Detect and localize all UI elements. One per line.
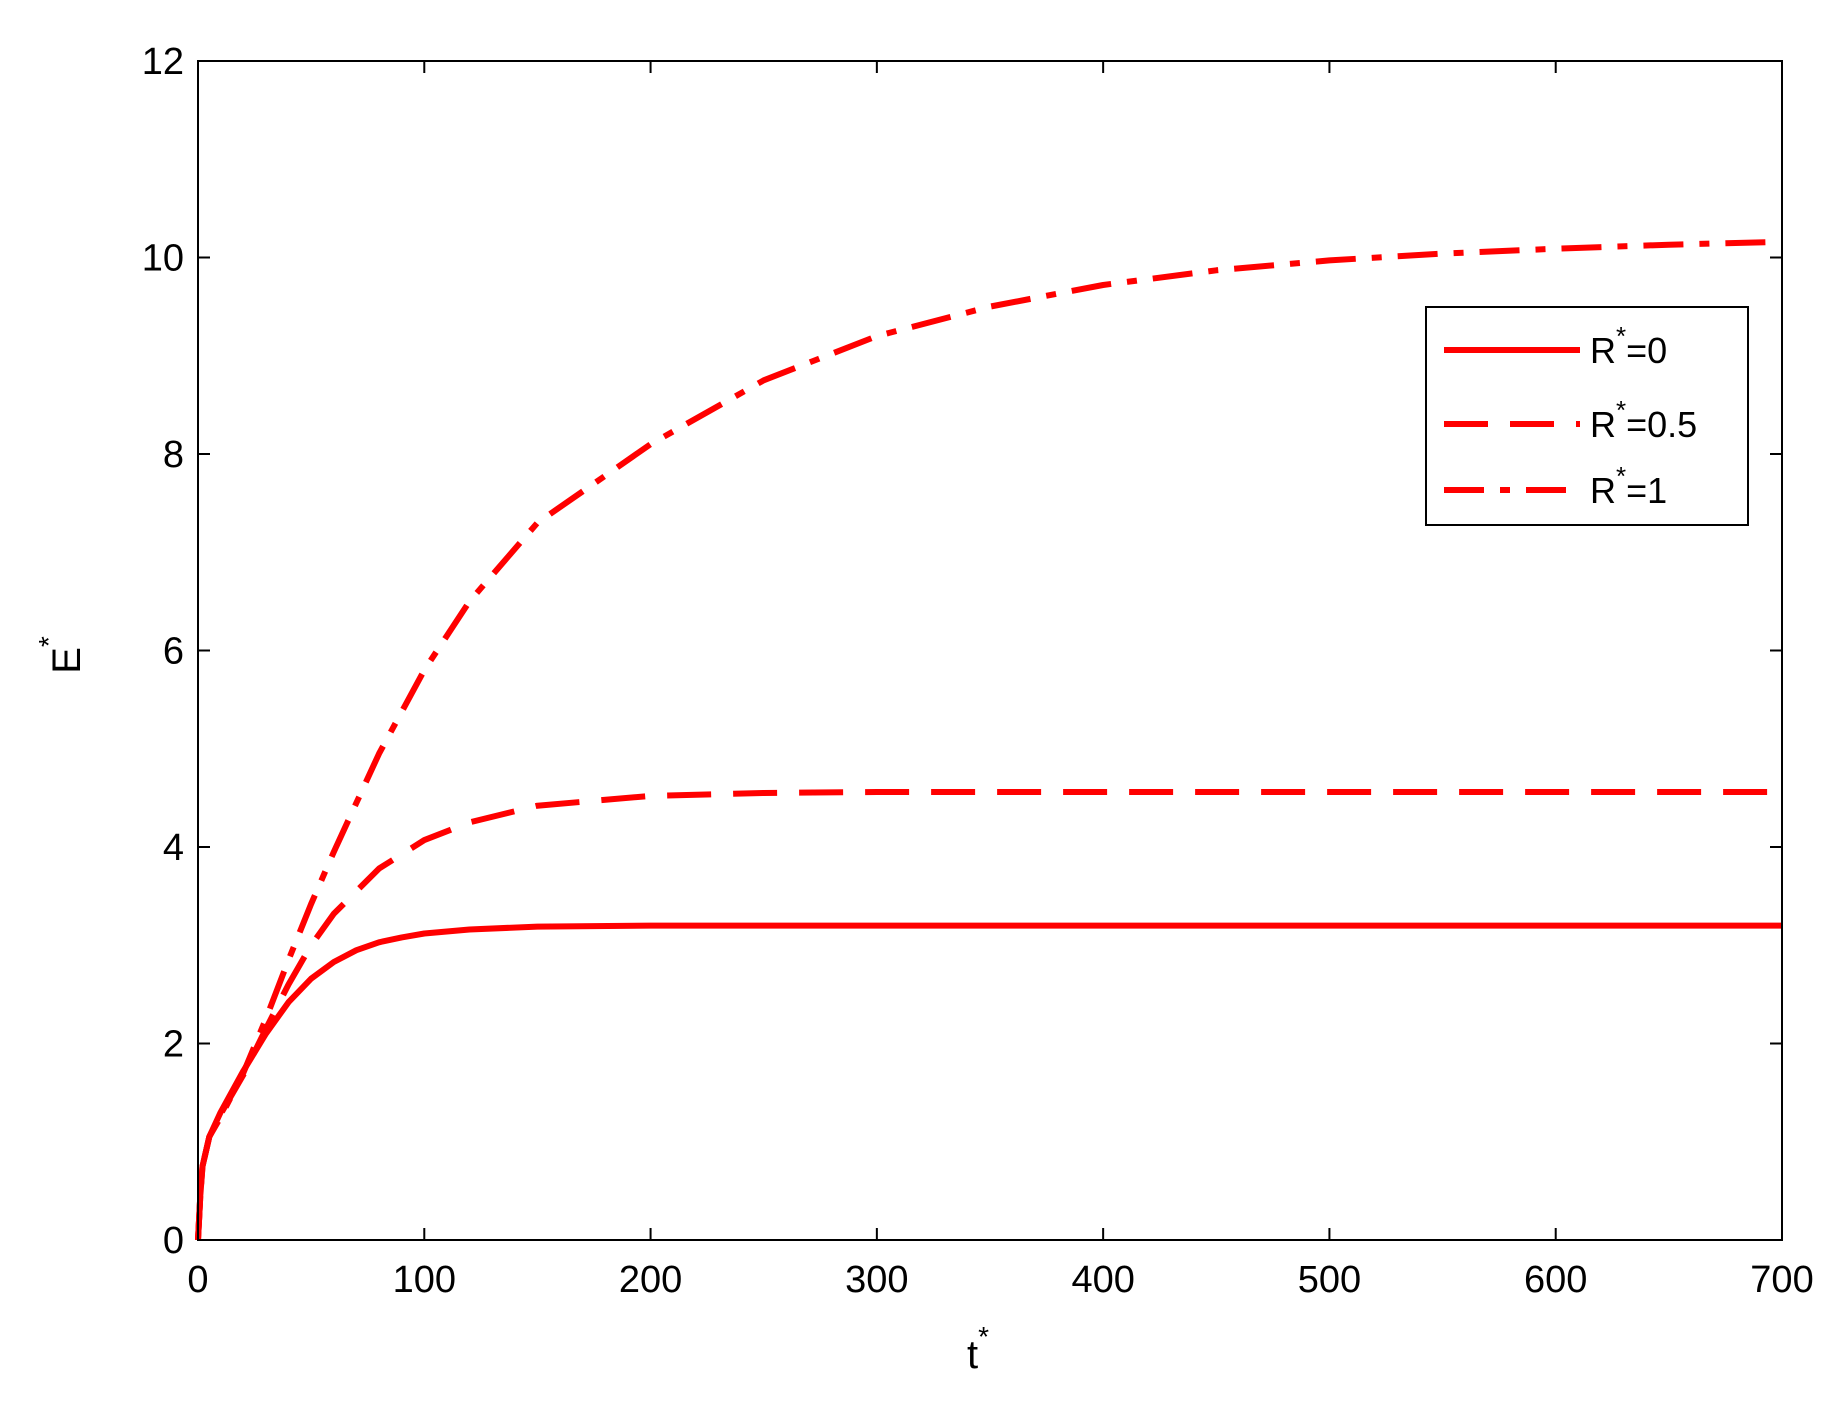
y-axis-title-superscript: *	[33, 636, 64, 647]
x-tick-label: 600	[1524, 1259, 1587, 1301]
x-axis-title: t*	[967, 1321, 989, 1377]
legend-label-base: R	[1590, 404, 1616, 445]
y-tick-label: 2	[163, 1024, 184, 1066]
legend-label-suffix: =0.5	[1626, 404, 1697, 445]
x-tick-label: 300	[845, 1259, 908, 1301]
x-tick-label: 500	[1298, 1259, 1361, 1301]
legend-label-suffix: =1	[1626, 470, 1667, 511]
legend-label-base: R	[1590, 330, 1616, 371]
x-axis-title-text: t	[967, 1333, 978, 1377]
legend-label-suffix: =0	[1626, 330, 1667, 371]
y-tick-label: 6	[163, 631, 184, 673]
legend-label-superscript: *	[1616, 395, 1626, 425]
legend-label-superscript: *	[1616, 461, 1626, 491]
legend: R*=0R*=0.5R*=1	[1425, 306, 1749, 526]
x-axis-title-superscript: *	[978, 1321, 989, 1352]
series-layer	[195, 238, 1783, 1241]
y-tick-label: 8	[163, 434, 184, 476]
y-tick-label: 12	[142, 41, 184, 83]
y-axis-title-text: E	[45, 647, 89, 674]
x-tick-label: 400	[1071, 1259, 1134, 1301]
series-line-2	[195, 789, 1782, 1241]
series-line-3	[195, 238, 1783, 1241]
ticks-layer: 0 100 200 300 400 500 600 700 0 2 4 6 8 10 12	[142, 41, 1814, 1301]
legend-label-2: R*=0.5	[1590, 395, 1697, 445]
y-axis-title-group: E*	[33, 636, 89, 674]
x-tick-label: 0	[187, 1259, 208, 1301]
y-tick-label: 10	[142, 238, 184, 280]
legend-label-base: R	[1590, 470, 1616, 511]
y-tick-label: 0	[163, 1220, 184, 1262]
x-tick-label: 100	[393, 1259, 456, 1301]
plot-area: 0 100 200 300 400 500 600 700 0 2 4 6 8 10 12	[142, 41, 1814, 1301]
y-tick-label: 4	[163, 827, 184, 869]
x-tick-label: 200	[619, 1259, 682, 1301]
legend-label-1: R*=0	[1590, 321, 1667, 371]
y-axis-title: E*	[33, 636, 89, 674]
legend-label-3: R*=1	[1590, 461, 1667, 511]
x-tick-label: 700	[1750, 1259, 1813, 1301]
legend-label-superscript: *	[1616, 321, 1626, 351]
